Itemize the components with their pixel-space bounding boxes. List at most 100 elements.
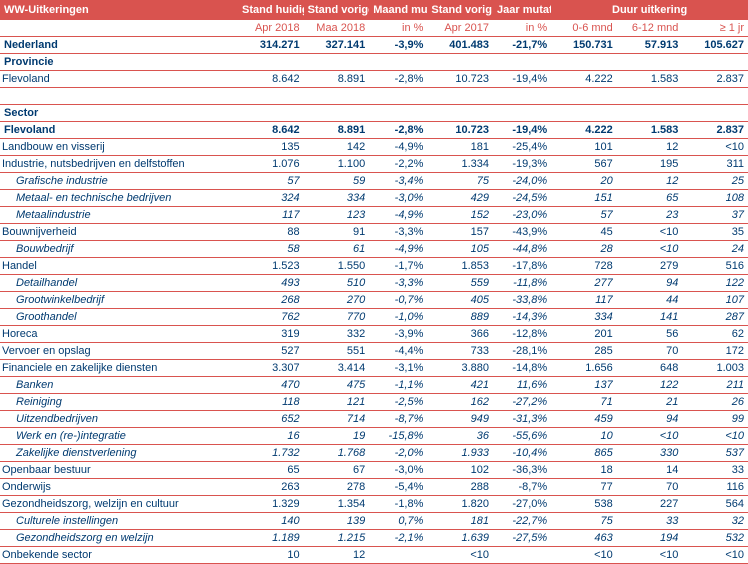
cell-value: 1.933 xyxy=(427,445,493,462)
sub-empty xyxy=(0,20,238,37)
cell-value: 118 xyxy=(238,394,304,411)
table-row: Gezondheidszorg en welzijn1.1891.215-2,1… xyxy=(0,530,748,547)
cell-value: 1.768 xyxy=(304,445,370,462)
cell-value: 141 xyxy=(617,309,683,326)
cell-value: -1,8% xyxy=(369,496,427,513)
cell-value: -12,8% xyxy=(493,326,551,343)
cell-value: -4,9% xyxy=(369,207,427,224)
cell-value xyxy=(682,54,748,71)
cell-value: 421 xyxy=(427,377,493,394)
cell-value: -15,8% xyxy=(369,428,427,445)
cell-value: 332 xyxy=(304,326,370,343)
cell-value: 1.076 xyxy=(238,156,304,173)
cell-value: 162 xyxy=(427,394,493,411)
cell-value: 91 xyxy=(304,224,370,241)
cell-value: 8.642 xyxy=(238,122,304,139)
cell-value: -2,5% xyxy=(369,394,427,411)
sub-1: Maa 2018 xyxy=(304,20,370,37)
cell-value: 327.141 xyxy=(304,37,370,54)
cell-value: 94 xyxy=(617,411,683,428)
cell-value: -19,4% xyxy=(493,71,551,88)
cell-value: 32 xyxy=(682,513,748,530)
cell-value: -3,0% xyxy=(369,190,427,207)
cell-value: 94 xyxy=(617,275,683,292)
table-row: Landbouw en visserij135142-4,9%181-25,4%… xyxy=(0,139,748,156)
cell-value: 648 xyxy=(617,360,683,377)
cell-value: -19,3% xyxy=(493,156,551,173)
cell-value: -3,3% xyxy=(369,224,427,241)
cell-value: 405 xyxy=(427,292,493,309)
cell-value: -2,1% xyxy=(369,530,427,547)
cell-value: 10 xyxy=(551,428,617,445)
cell-value: 70 xyxy=(617,479,683,496)
cell-value xyxy=(238,54,304,71)
cell-value: 516 xyxy=(682,258,748,275)
cell-value: 75 xyxy=(427,173,493,190)
cell-value: -2,0% xyxy=(369,445,427,462)
cell-value: 1.189 xyxy=(238,530,304,547)
row-label: Bouwnijverheid xyxy=(0,224,238,241)
cell-value: 263 xyxy=(238,479,304,496)
cell-value: 1.003 xyxy=(682,360,748,377)
header-row-1: WW-Uitkeringen Stand huidige maand Stand… xyxy=(0,0,748,20)
cell-value: -4,9% xyxy=(369,139,427,156)
cell-value: 117 xyxy=(551,292,617,309)
cell-value: 117 xyxy=(238,207,304,224)
cell-value: -25,4% xyxy=(493,139,551,156)
row-label: Gezondheidszorg en welzijn xyxy=(0,530,238,547)
row-label: Groothandel xyxy=(0,309,238,326)
sub-4: in % xyxy=(493,20,551,37)
cell-value: 194 xyxy=(617,530,683,547)
cell-value: -3,3% xyxy=(369,275,427,292)
cell-value: 107 xyxy=(682,292,748,309)
cell-value xyxy=(617,54,683,71)
cell-value: 288 xyxy=(427,479,493,496)
cell-value: 37 xyxy=(682,207,748,224)
table-row: Industrie, nutsbedrijven en delfstoffen1… xyxy=(0,156,748,173)
cell-value: 762 xyxy=(238,309,304,326)
cell-value: 116 xyxy=(682,479,748,496)
row-label: Horeca xyxy=(0,326,238,343)
hdr-vorig-jaar: Stand vorig jaar xyxy=(427,0,493,20)
cell-value: 334 xyxy=(551,309,617,326)
cell-value: 157 xyxy=(427,224,493,241)
cell-value xyxy=(617,105,683,122)
table-row: Provincie xyxy=(0,54,748,71)
cell-value: 152 xyxy=(427,207,493,224)
cell-value: 551 xyxy=(304,343,370,360)
cell-value: 101 xyxy=(551,139,617,156)
row-label: Flevoland xyxy=(0,122,238,139)
table-row: Groothandel762770-1,0%889-14,3%334141287 xyxy=(0,309,748,326)
table-row: Reiniging118121-2,5%162-27,2%712126 xyxy=(0,394,748,411)
hdr-duur: Duur uitkering xyxy=(551,0,748,20)
cell-value xyxy=(551,105,617,122)
cell-value: 181 xyxy=(427,513,493,530)
cell-value: 57 xyxy=(551,207,617,224)
cell-value: 0,7% xyxy=(369,513,427,530)
cell-value: -55,6% xyxy=(493,428,551,445)
cell-value: 2.837 xyxy=(682,122,748,139)
cell-value: 463 xyxy=(551,530,617,547)
cell-value: 401.483 xyxy=(427,37,493,54)
cell-value: 278 xyxy=(304,479,370,496)
cell-value: 65 xyxy=(617,190,683,207)
cell-value xyxy=(551,54,617,71)
row-label: Werk en (re-)integratie xyxy=(0,428,238,445)
row-label: Provincie xyxy=(0,54,238,71)
table-row: Werk en (re-)integratie1619-15,8%36-55,6… xyxy=(0,428,748,445)
cell-value: 330 xyxy=(617,445,683,462)
cell-value: -21,7% xyxy=(493,37,551,54)
table-row: Metaal- en technische bedrijven324334-3,… xyxy=(0,190,748,207)
cell-value: 142 xyxy=(304,139,370,156)
cell-value: -24,5% xyxy=(493,190,551,207)
cell-value: 532 xyxy=(682,530,748,547)
cell-value: 564 xyxy=(682,496,748,513)
cell-value: 493 xyxy=(238,275,304,292)
cell-value: -4,4% xyxy=(369,343,427,360)
row-label: Handel xyxy=(0,258,238,275)
table-row: Bouwnijverheid8891-3,3%157-43,9%45<1035 xyxy=(0,224,748,241)
header-row-2: Apr 2018 Maa 2018 in % Apr 2017 in % 0-6… xyxy=(0,20,748,37)
sub-2: in % xyxy=(369,20,427,37)
table-row: Flevoland8.6428.891-2,8%10.723-19,4%4.22… xyxy=(0,71,748,88)
row-label: Culturele instellingen xyxy=(0,513,238,530)
